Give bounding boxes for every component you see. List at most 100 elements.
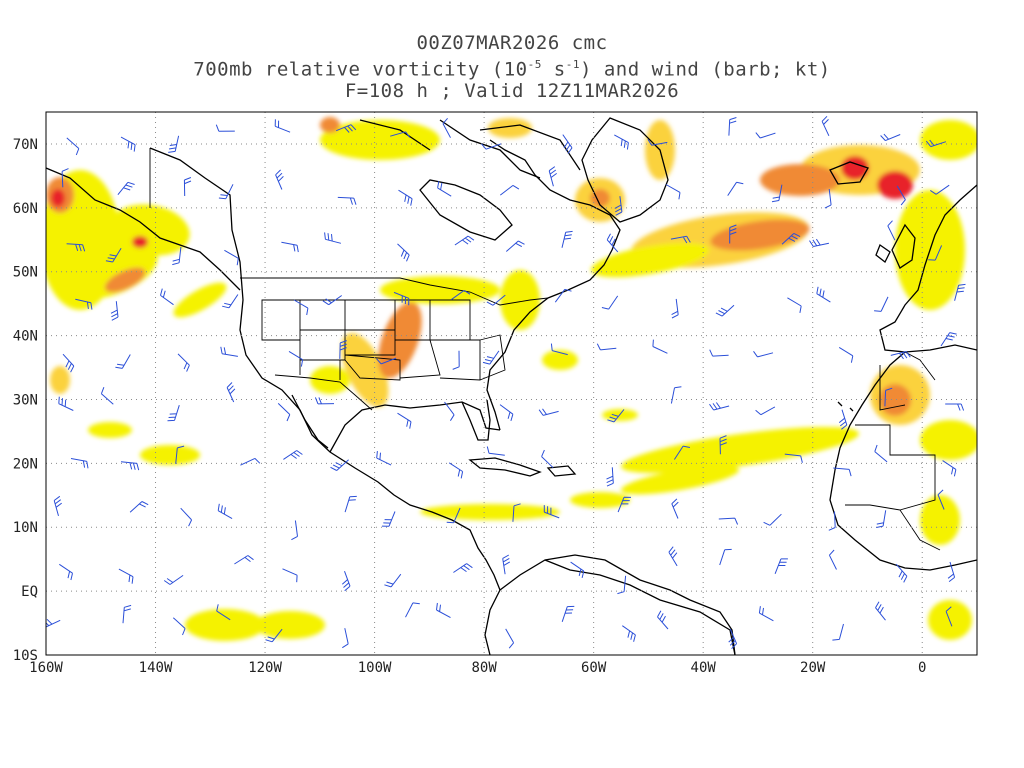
wind-barb — [75, 298, 93, 310]
wind-barb — [61, 168, 69, 188]
wind-barb — [224, 249, 239, 266]
wind-barb — [838, 409, 848, 430]
wind-barb — [671, 298, 679, 319]
vorticity-patch — [132, 236, 148, 248]
wind-barb — [512, 503, 521, 522]
wind-barb — [729, 224, 737, 244]
wind-barb — [226, 382, 236, 403]
wind-barb — [771, 184, 783, 203]
wind-barb — [753, 351, 774, 358]
wind-barb — [709, 349, 729, 357]
vorticity-patch — [104, 267, 146, 293]
british-isles — [875, 223, 916, 269]
wind-barb — [928, 245, 943, 261]
baja — [291, 394, 329, 449]
wind-barb — [543, 505, 560, 519]
wind-barb — [570, 561, 585, 579]
wind-barb — [875, 601, 886, 621]
wind-barb — [265, 628, 283, 643]
wind-barb — [954, 283, 966, 301]
wind-barb — [120, 461, 140, 471]
wind-barb — [454, 235, 475, 246]
us-states — [261, 299, 506, 381]
us-mexico-border — [274, 374, 373, 411]
wind-barb — [947, 561, 956, 582]
wind-barb — [809, 238, 830, 247]
wind-barb — [874, 444, 888, 463]
vorticity-patch — [879, 384, 911, 416]
wind-barb — [486, 446, 505, 456]
wind-barb — [755, 406, 776, 416]
wind-barb — [718, 517, 739, 525]
wind-barb — [163, 574, 184, 585]
wind-barb — [945, 403, 965, 411]
wind-barb — [942, 460, 957, 477]
iceland — [829, 161, 869, 185]
vorticity-patch — [320, 120, 440, 160]
vorticity-shading — [46, 117, 977, 641]
hispaniola — [546, 465, 577, 477]
wind-barb — [824, 188, 832, 209]
wind-barb — [342, 628, 349, 649]
wind-barb — [728, 117, 737, 136]
wind-barb — [727, 181, 744, 196]
wind-barb — [105, 248, 122, 263]
wind-barb — [436, 602, 451, 619]
hudson-bay — [419, 179, 513, 241]
wind-barb — [282, 568, 298, 583]
wind-barb — [652, 339, 668, 354]
wind-barb — [606, 233, 619, 253]
us-canada-border — [240, 277, 549, 306]
wind-barb — [405, 602, 420, 618]
wind-barb — [172, 617, 186, 636]
wind-barb — [216, 604, 231, 621]
north-america-coast — [149, 147, 736, 655]
vorticity-patch — [920, 495, 960, 545]
africa-coast — [829, 351, 977, 571]
wind-barb — [215, 124, 235, 132]
wind-barb — [758, 606, 774, 622]
wind-barb — [234, 555, 254, 565]
wind-barb — [53, 495, 62, 517]
vorticity-patch — [50, 366, 70, 394]
wind-barb — [561, 230, 573, 248]
alaska-coast — [46, 167, 241, 291]
wind-barb — [874, 296, 889, 312]
wind-barb — [180, 507, 193, 527]
lon-tick-label: 120W — [248, 660, 282, 676]
wind-barb — [887, 220, 896, 241]
vorticity-patch — [920, 420, 977, 460]
wind-barb — [274, 119, 291, 133]
lat-tick-label: 30N — [13, 392, 38, 408]
vorticity-patch — [488, 118, 532, 138]
wind-barb — [481, 143, 502, 150]
wind-barb — [218, 184, 234, 200]
lat-tick-label: 70N — [13, 137, 38, 153]
wind-barb — [673, 445, 691, 460]
wind-barb — [607, 409, 625, 423]
wind-barb — [448, 462, 464, 479]
wind-barb — [277, 403, 291, 422]
wind-barb — [62, 353, 75, 373]
arctic-islands — [359, 119, 581, 179]
grid-lines — [45, 112, 977, 656]
wind-barb — [450, 289, 471, 301]
wind-barb — [548, 166, 557, 187]
wind-barb — [122, 604, 132, 624]
wind-barb — [397, 412, 412, 429]
wind-barb — [398, 189, 413, 206]
wind-barb — [838, 346, 854, 363]
wind-barb — [614, 134, 629, 150]
lat-tick-label: 20N — [13, 456, 38, 472]
wind-barb — [115, 354, 131, 369]
wind-barb — [828, 511, 836, 531]
vorticity-patch — [255, 611, 325, 639]
wind-barb — [446, 507, 461, 524]
wind-barb — [876, 510, 887, 528]
vorticity-patch — [341, 332, 389, 408]
wind-barb — [118, 568, 134, 584]
wind-barb — [384, 573, 402, 588]
wind-barb — [890, 351, 911, 360]
wind-barb — [614, 196, 623, 216]
wind-barb — [336, 124, 357, 133]
